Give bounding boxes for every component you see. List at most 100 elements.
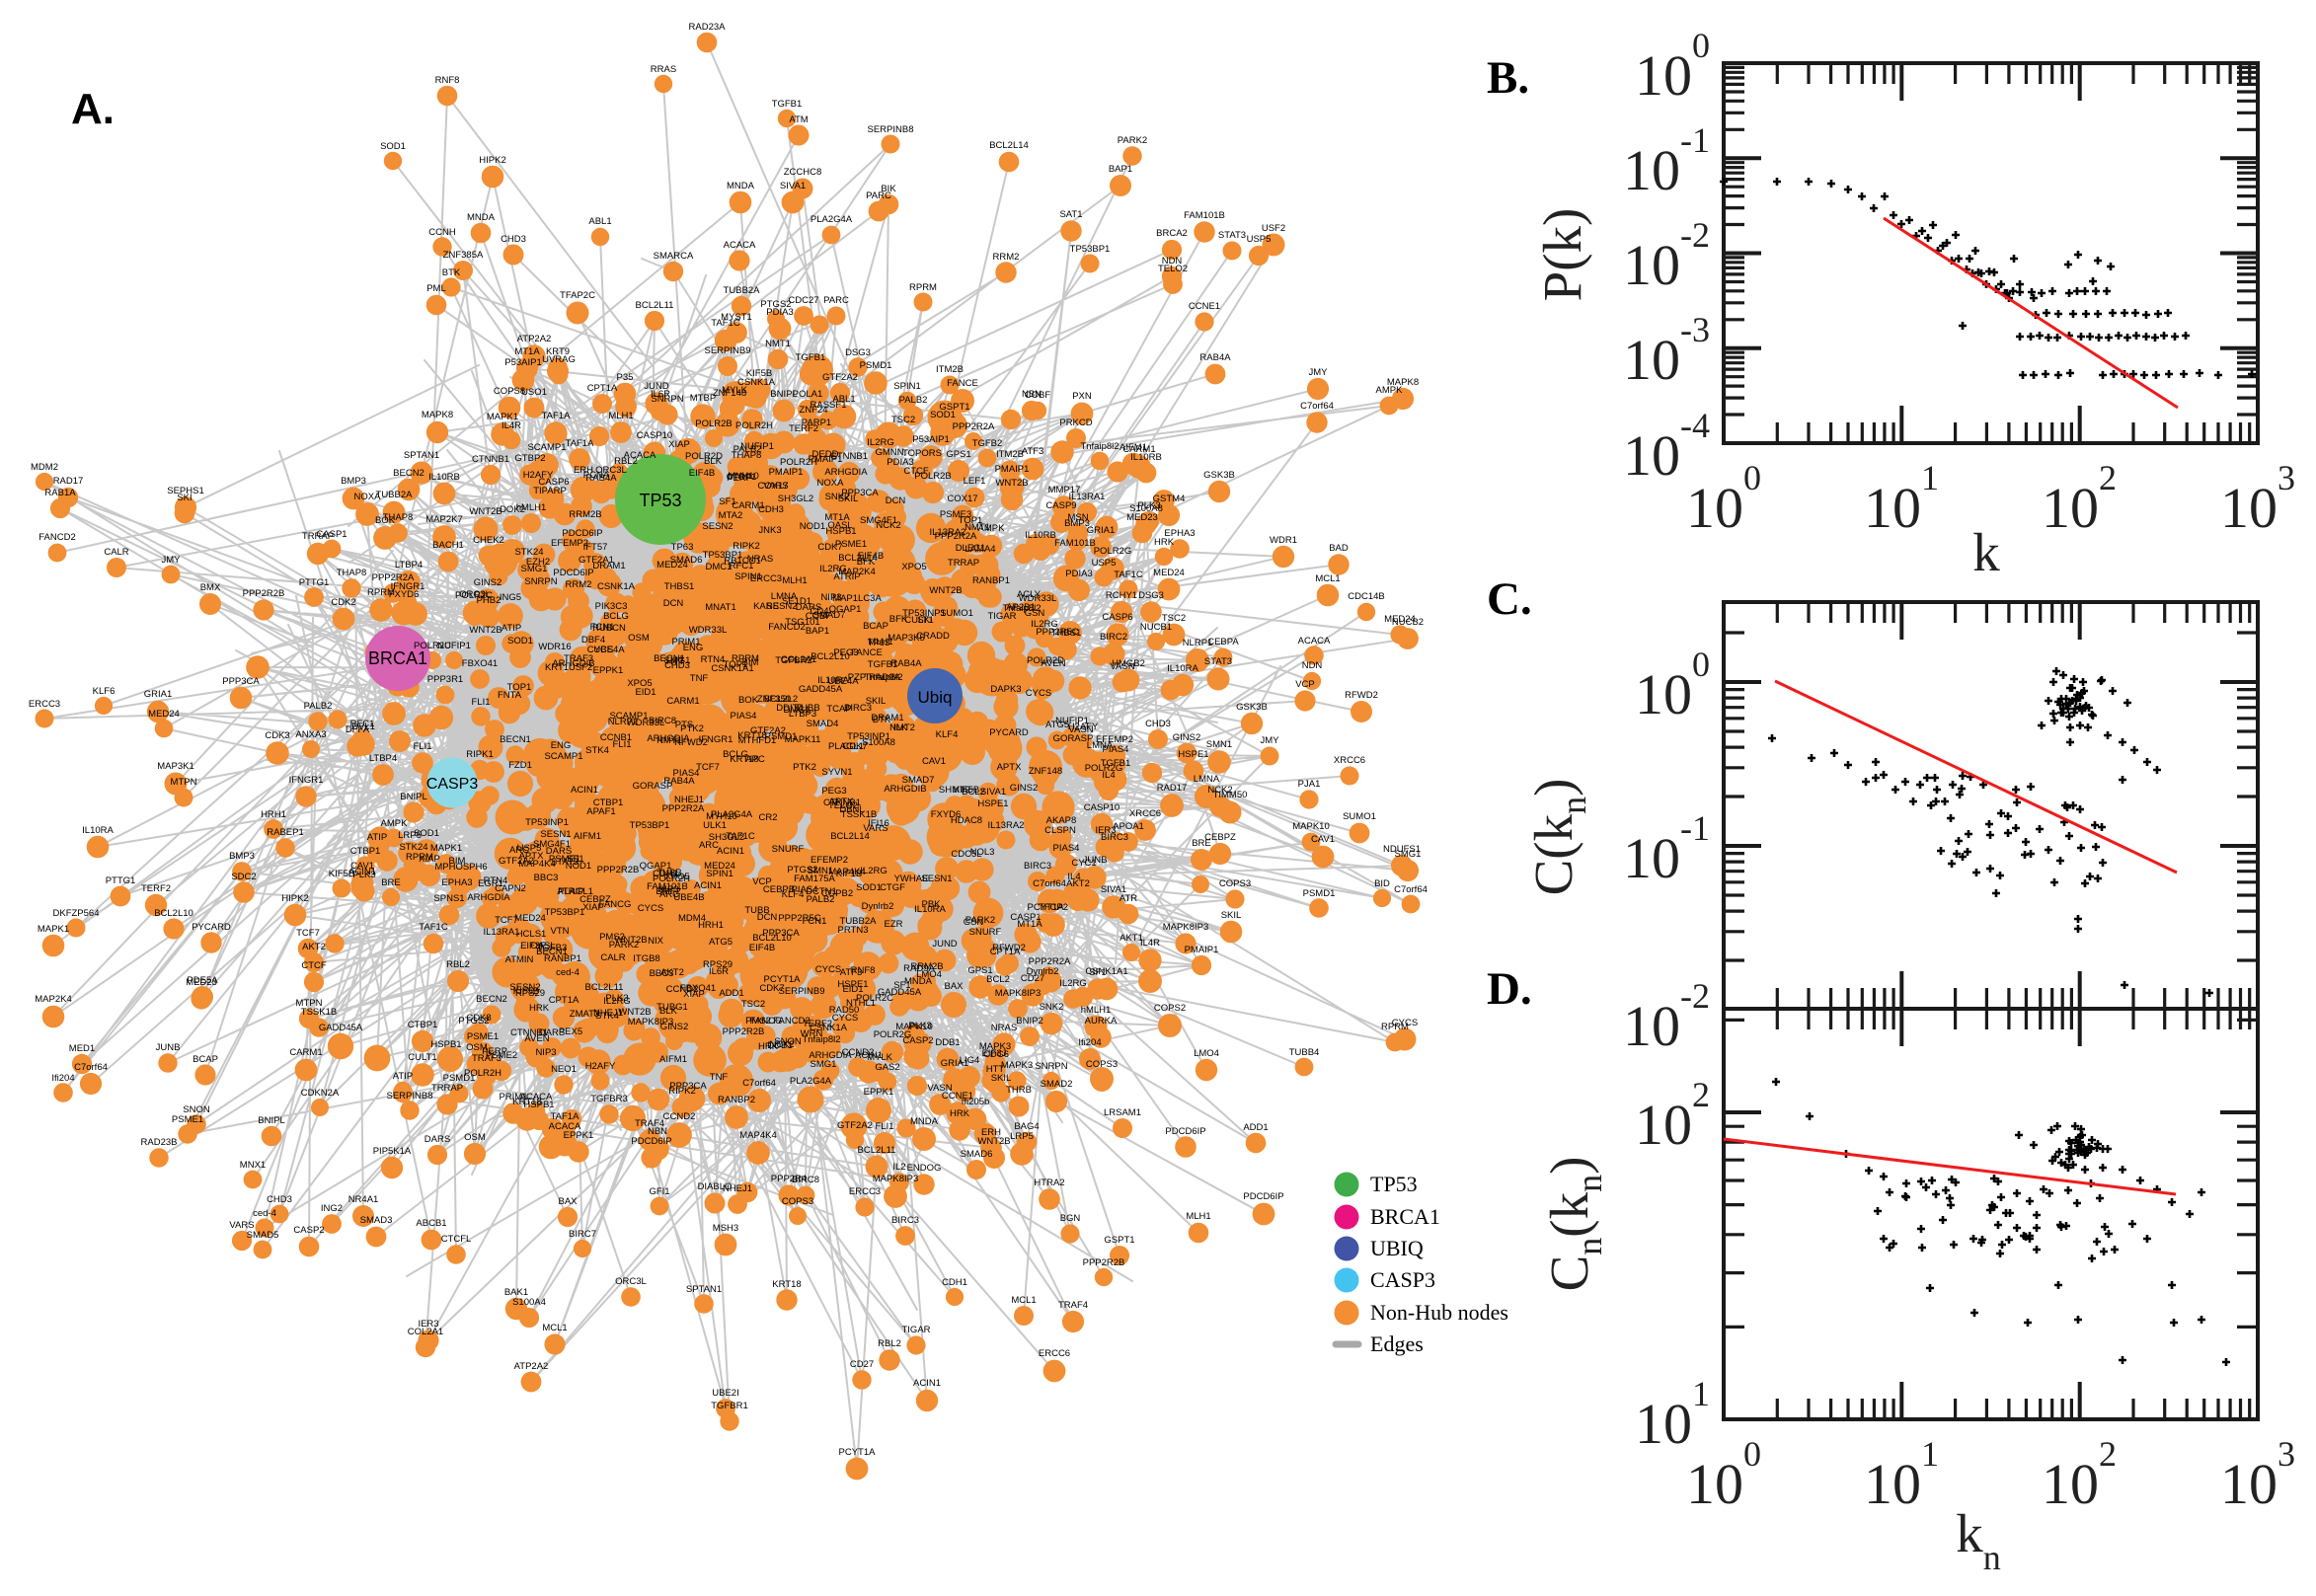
- svg-text:SNURF: SNURF: [772, 844, 805, 855]
- svg-text:H2AFY: H2AFY: [523, 470, 554, 481]
- svg-text:XPO5: XPO5: [901, 562, 926, 572]
- svg-text:ATMIN: ATMIN: [505, 954, 534, 965]
- svg-text:SUMO1: SUMO1: [940, 608, 973, 619]
- svg-text:LAMA4: LAMA4: [965, 544, 995, 555]
- svg-text:EID1: EID1: [842, 984, 863, 995]
- svg-text:NMT1: NMT1: [765, 339, 791, 349]
- svg-text:XPO5: XPO5: [664, 872, 689, 882]
- svg-text:PARK2: PARK2: [965, 915, 995, 926]
- svg-text:MTA2: MTA2: [719, 510, 743, 521]
- svg-text:PJA1: PJA1: [1298, 779, 1321, 790]
- svg-text:ERCC6: ERCC6: [1039, 1348, 1070, 1359]
- svg-text:POLR2D: POLR2D: [685, 451, 723, 462]
- svg-text:TP63: TP63: [671, 542, 694, 553]
- svg-text:TGFBR3: TGFBR3: [590, 1094, 627, 1104]
- svg-text:FZD1: FZD1: [508, 760, 532, 771]
- svg-text:THAP8: THAP8: [337, 568, 367, 578]
- svg-text:TUBB: TUBB: [744, 905, 769, 916]
- svg-text:PEG3: PEG3: [821, 786, 846, 797]
- svg-text:GFI1: GFI1: [649, 1186, 669, 1197]
- svg-text:FANCE: FANCE: [851, 647, 883, 658]
- svg-text:PZP: PZP: [848, 672, 866, 683]
- svg-text:CTCFL: CTCFL: [441, 1234, 472, 1245]
- svg-text:ATIP: ATIP: [367, 832, 387, 843]
- svg-text:HIPK2: HIPK2: [281, 893, 308, 904]
- svg-text:CDC27: CDC27: [788, 295, 818, 306]
- svg-text:EGR1: EGR1: [478, 878, 503, 889]
- svg-text:WNT2B: WNT2B: [469, 625, 502, 636]
- svg-text:KRT1: KRT1: [545, 662, 569, 673]
- svg-text:RRM2: RRM2: [993, 252, 1020, 263]
- svg-text:CARM1: CARM1: [289, 1047, 322, 1058]
- svg-text:FNTA: FNTA: [498, 690, 522, 701]
- svg-text:QGAP1: QGAP1: [640, 861, 672, 872]
- svg-text:SESN2: SESN2: [766, 601, 797, 612]
- svg-text:HRK: HRK: [529, 1003, 550, 1014]
- svg-text:EZH2: EZH2: [526, 557, 550, 568]
- svg-text:FLI1: FLI1: [471, 697, 490, 708]
- svg-text:PLAGL1: PLAGL1: [558, 886, 593, 897]
- svg-text:STAT3: STAT3: [1204, 656, 1232, 667]
- svg-text:Ifi204: Ifi204: [51, 1073, 74, 1084]
- svg-text:POLR2H: POLR2H: [464, 1068, 502, 1079]
- svg-text:WNT2B: WNT2B: [614, 935, 647, 946]
- svg-text:SCAMP1: SCAMP1: [527, 442, 566, 453]
- svg-text:PPP2R2A: PPP2R2A: [372, 572, 415, 583]
- svg-text:TGFB1: TGFB1: [868, 659, 898, 670]
- svg-text:ATM: ATM: [789, 114, 808, 125]
- svg-text:FAM101B: FAM101B: [1054, 538, 1096, 549]
- svg-text:PTK2: PTK2: [793, 762, 816, 773]
- svg-text:ARHGDIA: ARHGDIA: [809, 1050, 852, 1061]
- svg-text:MED1: MED1: [69, 1043, 95, 1054]
- svg-text:BCAP: BCAP: [193, 1054, 218, 1065]
- svg-text:ACIN1: ACIN1: [571, 785, 598, 796]
- svg-text:TIGAR: TIGAR: [901, 1325, 930, 1335]
- svg-text:IL13RA1: IL13RA1: [484, 927, 520, 938]
- svg-text:TSSK1B: TSSK1B: [301, 1007, 337, 1018]
- svg-text:MAPK1: MAPK1: [487, 412, 518, 422]
- svg-text:PXN: PXN: [1072, 391, 1092, 402]
- svg-text:USF2: USF2: [1262, 223, 1285, 234]
- svg-text:POLA1: POLA1: [793, 389, 823, 400]
- svg-text:hMLH1: hMLH1: [516, 502, 547, 513]
- svg-text:SIVA1: SIVA1: [1101, 884, 1126, 895]
- svg-text:ARHGDIA: ARHGDIA: [824, 467, 868, 478]
- svg-text:RPRM: RPRM: [1381, 1022, 1409, 1032]
- svg-text:JUNB: JUNB: [1083, 855, 1108, 866]
- svg-text:MSH3: MSH3: [713, 1223, 738, 1234]
- svg-text:HIPK2: HIPK2: [479, 155, 505, 166]
- svg-text:IL2RG: IL2RG: [860, 866, 887, 876]
- svg-text:SKIL: SKIL: [866, 696, 887, 707]
- svg-text:ZNF148: ZNF148: [713, 388, 746, 399]
- svg-text:TCF7: TCF7: [696, 762, 720, 773]
- svg-text:POLR2G: POLR2G: [1094, 546, 1132, 557]
- svg-text:POLR2G: POLR2G: [874, 1029, 912, 1040]
- svg-text:IL10RB: IL10RB: [428, 472, 460, 483]
- svg-text:NOXA: NOXA: [817, 478, 845, 489]
- svg-text:MNDA: MNDA: [727, 181, 755, 191]
- svg-text:CEBPZ: CEBPZ: [1204, 832, 1236, 843]
- svg-text:PSMD1: PSMD1: [860, 360, 892, 371]
- svg-text:RASSF1: RASSF1: [811, 400, 847, 411]
- svg-text:PRTN3: PRTN3: [838, 925, 869, 936]
- svg-text:PCNA: PCNA: [583, 470, 610, 481]
- svg-text:ZCCHC8: ZCCHC8: [784, 167, 822, 178]
- svg-text:CPT1A: CPT1A: [587, 383, 618, 394]
- svg-text:NEO1: NEO1: [551, 1064, 577, 1075]
- svg-text:PDCD6IP: PDCD6IP: [553, 568, 593, 578]
- svg-text:MED24: MED24: [148, 709, 180, 720]
- svg-text:ACACA: ACACA: [520, 1092, 553, 1102]
- svg-text:C7orf64: C7orf64: [74, 1062, 108, 1073]
- svg-text:NMT1: NMT1: [656, 735, 682, 746]
- svg-text:MAPK11: MAPK11: [785, 734, 821, 745]
- svg-text:ACIN1: ACIN1: [913, 1378, 941, 1389]
- svg-text:TERF2: TERF2: [141, 883, 171, 894]
- svg-text:BECN1: BECN1: [500, 734, 531, 745]
- svg-text:TAF1A: TAF1A: [542, 411, 572, 421]
- svg-text:PPP3CA: PPP3CA: [222, 676, 260, 687]
- svg-text:BIRC8: BIRC8: [792, 1175, 819, 1185]
- svg-text:RNF8: RNF8: [435, 75, 460, 86]
- svg-text:RPRM: RPRM: [406, 852, 433, 863]
- svg-text:SUMO1: SUMO1: [1343, 811, 1376, 822]
- svg-text:FLI1: FLI1: [413, 741, 431, 752]
